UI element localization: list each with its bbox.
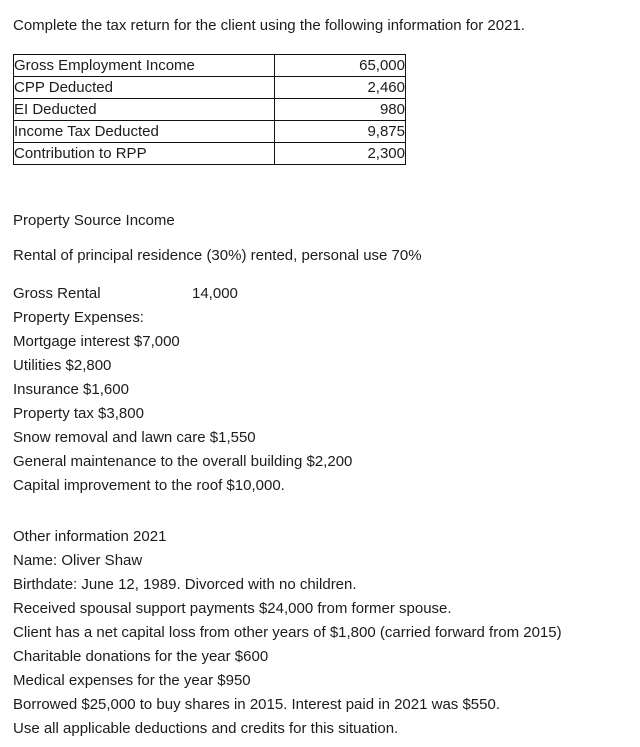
info-line: Received spousal support payments $24,00… [13, 600, 452, 617]
info-line: Birthdate: June 12, 1989. Divorced with … [13, 576, 357, 593]
other-information-heading: Other information 2021 [13, 528, 167, 545]
table-row: Contribution to RPP 2,300 [13, 142, 406, 165]
table-row: EI Deducted 980 [13, 98, 406, 121]
row-label: EI Deducted [13, 98, 275, 121]
gross-rental-value: 14,000 [192, 285, 238, 302]
info-line: Borrowed $25,000 to buy shares in 2015. … [13, 696, 500, 713]
info-line: Name: Oliver Shaw [13, 552, 143, 569]
property-expenses-heading: Property Expenses: [13, 309, 144, 326]
info-line: Medical expenses for the year $950 [13, 672, 251, 689]
row-label: CPP Deducted [13, 76, 275, 99]
table-row: CPP Deducted 2,460 [13, 76, 406, 99]
gross-rental-line: Gross Rental 14,000 [13, 282, 627, 306]
rental-description: Rental of principal residence (30%) rent… [13, 247, 422, 264]
expense-line: Mortgage interest $7,000 [13, 333, 180, 350]
property-details: Gross Rental 14,000 Property Expenses: Mo… [13, 282, 627, 498]
row-value: 2,460 [274, 76, 406, 99]
row-value: 980 [274, 98, 406, 121]
expense-line: General maintenance to the overall build… [13, 453, 353, 470]
expense-line: Capital improvement to the roof $10,000. [13, 477, 285, 494]
page-title: Complete the tax return for the client u… [13, 17, 525, 34]
info-line: Use all applicable deductions and credit… [13, 720, 399, 737]
row-value: 9,875 [274, 120, 406, 143]
info-line: Charitable donations for the year $600 [13, 648, 269, 665]
row-value: 2,300 [274, 142, 406, 165]
row-label: Gross Employment Income [13, 54, 275, 77]
gross-rental-label: Gross Rental [13, 285, 101, 302]
property-source-heading: Property Source Income [13, 212, 175, 229]
other-information-section: Other information 2021 Name: Oliver Shaw… [13, 525, 627, 741]
table-row: Income Tax Deducted 9,875 [13, 120, 406, 143]
expense-line: Property tax $3,800 [13, 405, 144, 422]
row-value: 65,000 [274, 54, 406, 77]
employment-income-table: Gross Employment Income 65,000 CPP Deduc… [13, 54, 406, 165]
expense-line: Snow removal and lawn care $1,550 [13, 429, 256, 446]
expense-line: Insurance $1,600 [13, 381, 129, 398]
expense-line: Utilities $2,800 [13, 357, 112, 374]
row-label: Contribution to RPP [13, 142, 275, 165]
info-line: Client has a net capital loss from other… [13, 624, 562, 641]
table-row: Gross Employment Income 65,000 [13, 54, 406, 77]
row-label: Income Tax Deducted [13, 120, 275, 143]
